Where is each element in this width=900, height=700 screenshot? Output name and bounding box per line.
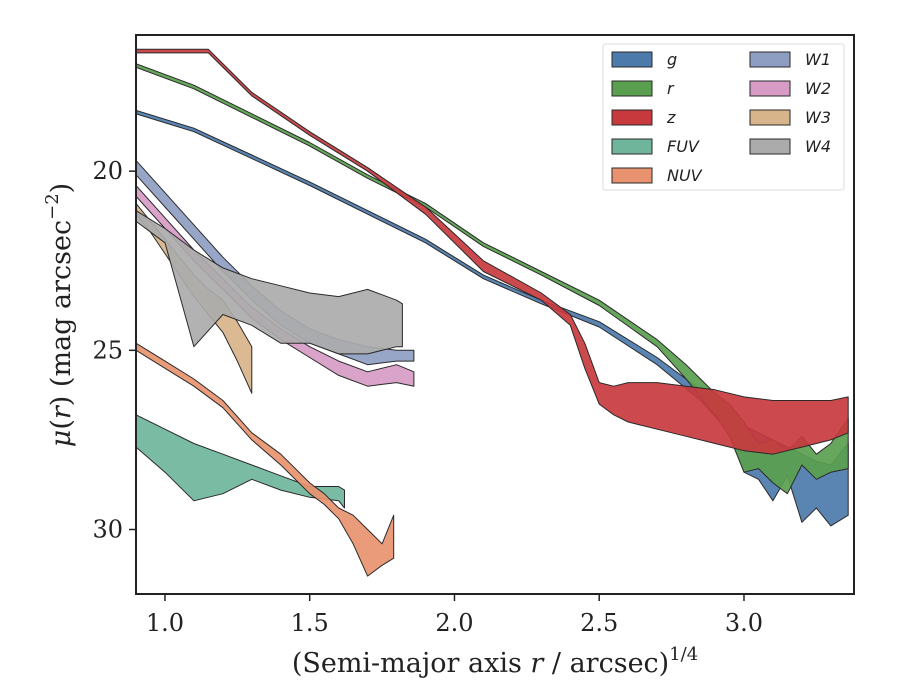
legend-swatch-fuv <box>611 138 653 155</box>
series-band-fuv <box>136 414 345 509</box>
y-tick-label: 20 <box>92 157 123 185</box>
x-tick-label: 2.5 <box>580 609 618 637</box>
legend-swatch-w3 <box>749 109 791 126</box>
legend-label-fuv: FUV <box>667 137 700 156</box>
y-axis: 20 25 30 <box>92 157 136 544</box>
legend-swatch-r <box>611 80 653 97</box>
x-tick-label: 2.0 <box>435 609 473 637</box>
x-axis: 1.0 1.5 2.0 2.5 3.0 <box>146 594 763 637</box>
x-tick-label: 1.5 <box>291 609 329 637</box>
legend-label-w1: W1 <box>805 50 831 69</box>
legend-swatch-nuv <box>611 167 653 184</box>
legend-label-w4: W4 <box>805 137 831 156</box>
series-layer <box>136 48 849 577</box>
series-band-nuv <box>136 342 395 577</box>
legend-label-w3: W3 <box>805 108 831 127</box>
legend-swatch-w4 <box>749 138 791 155</box>
plot-frame <box>135 34 855 595</box>
series-band-z <box>136 48 849 455</box>
legend-label-r: r <box>667 79 675 98</box>
legend-swatch-z <box>611 109 653 126</box>
legend-label-w2: W2 <box>805 79 831 98</box>
legend-swatch-w1 <box>749 51 791 68</box>
y-axis-label: μ(r) (mag arcsec−2) <box>42 183 77 447</box>
x-tick-label: 3.0 <box>725 609 763 637</box>
legend-label-g: g <box>667 50 677 69</box>
legend-label-z: z <box>666 108 676 127</box>
legend-label-nuv: NUV <box>667 166 703 185</box>
legend-swatch-w2 <box>749 80 791 97</box>
x-tick-label: 1.0 <box>146 609 184 637</box>
legend: grz FUV NUV W1 W2 W3 W4 <box>602 43 845 191</box>
y-tick-label: 30 <box>92 516 123 544</box>
y-tick-label: 25 <box>92 336 123 364</box>
series-band-w4 <box>136 210 403 355</box>
legend-swatch-g <box>611 51 653 68</box>
x-axis-label: (Semi-major axis r / arcsec)1/4 <box>292 644 698 679</box>
